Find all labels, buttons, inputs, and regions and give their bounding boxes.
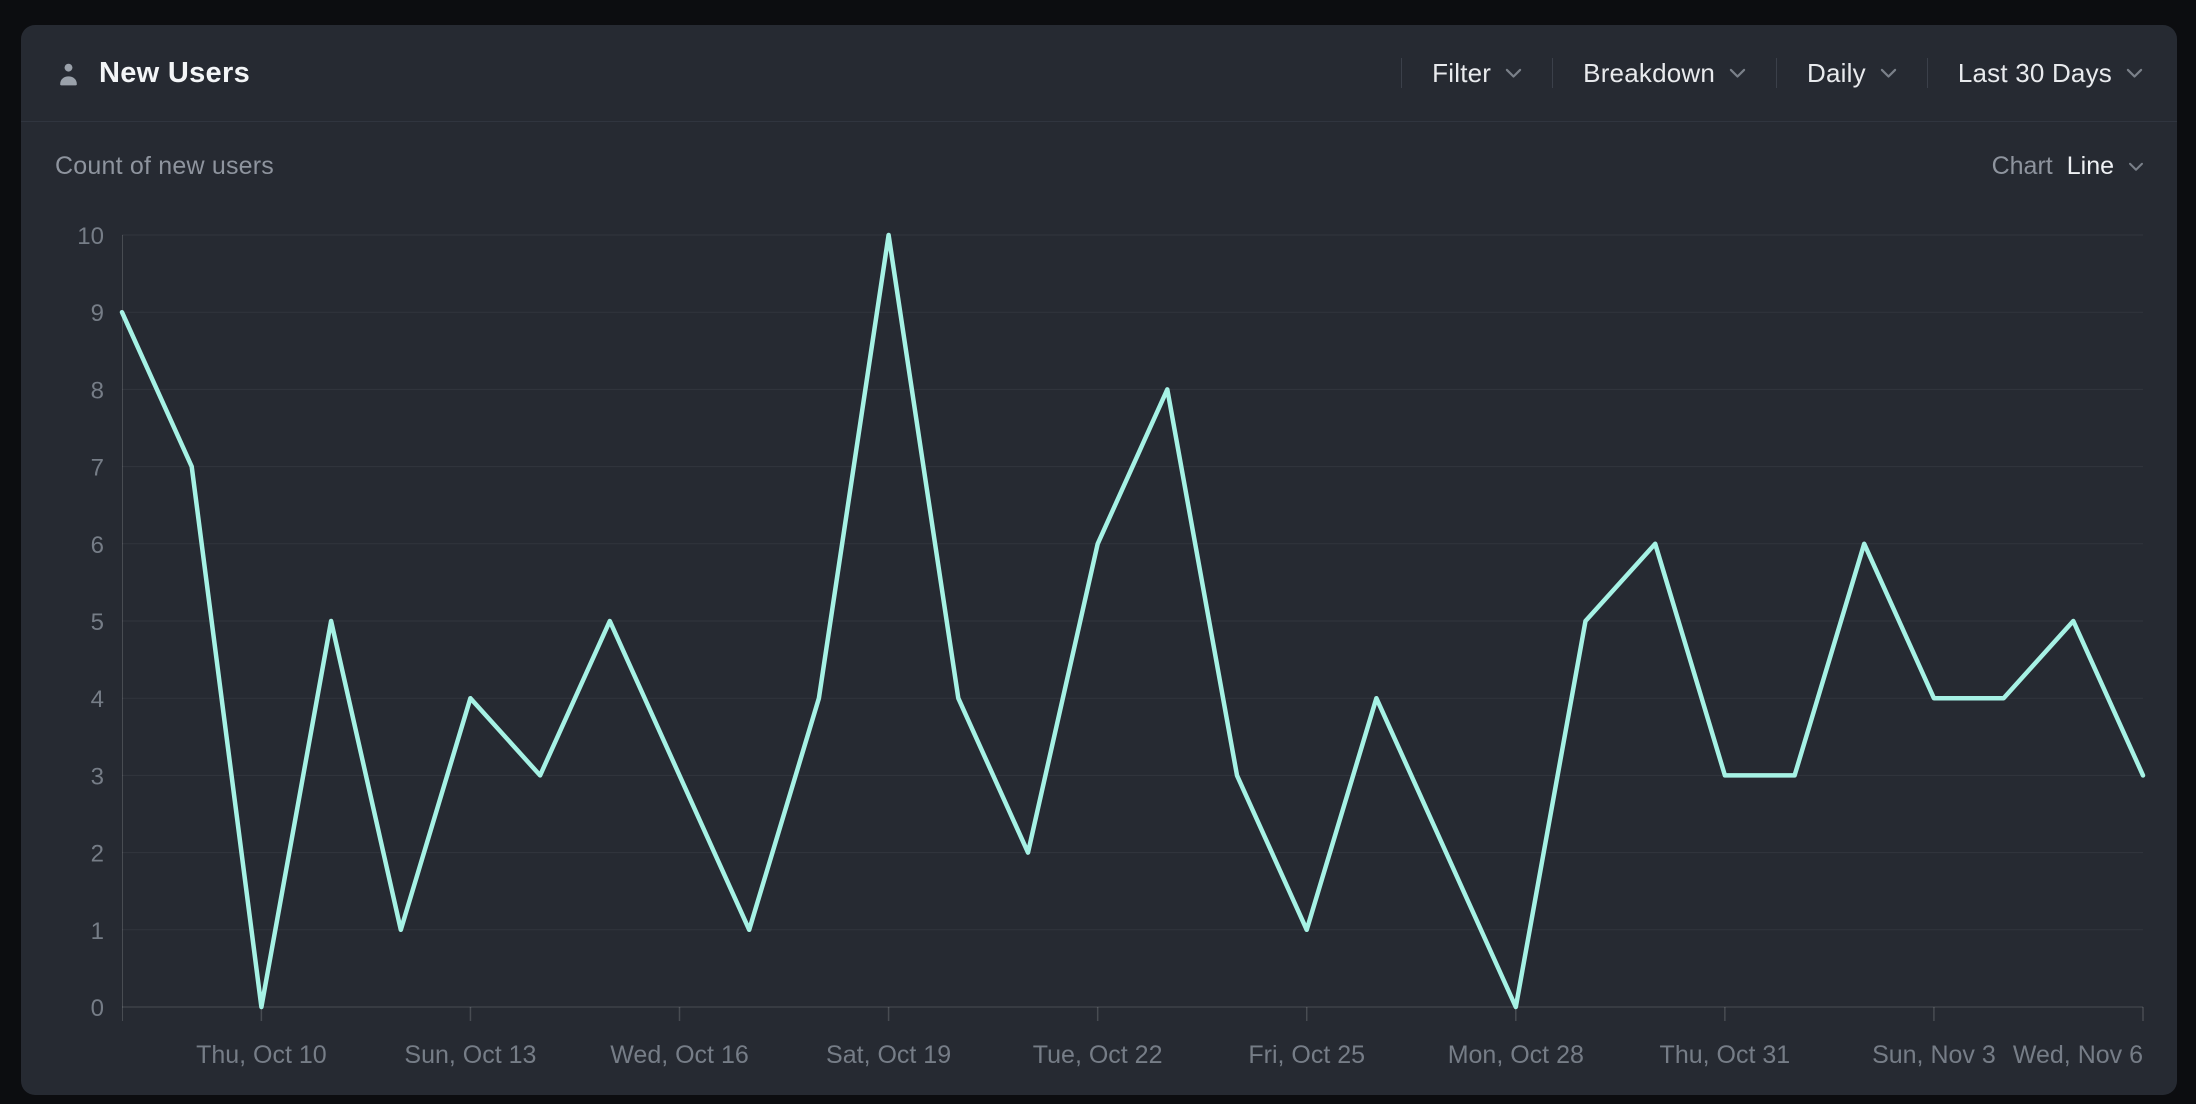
widget-title-group: New Users bbox=[55, 57, 250, 90]
y-axis-label: 2 bbox=[91, 841, 104, 868]
widget-header: New Users Filter Breakdown Daily bbox=[21, 25, 2177, 122]
x-axis-label: Thu, Oct 31 bbox=[1660, 1041, 1791, 1069]
breakdown-dropdown[interactable]: Breakdown bbox=[1553, 25, 1776, 121]
metric-label: Count of new users bbox=[55, 152, 274, 180]
y-axis-label: 4 bbox=[91, 686, 104, 713]
date-range-dropdown-label: Last 30 Days bbox=[1957, 57, 2112, 88]
y-axis-label: 1 bbox=[91, 918, 104, 945]
chevron-down-icon bbox=[2128, 162, 2144, 172]
y-axis-label: 5 bbox=[91, 609, 104, 636]
x-axis-label: Wed, Oct 16 bbox=[610, 1041, 749, 1069]
y-axis-label: 0 bbox=[91, 995, 104, 1022]
line-chart: 0 1 2 3 4 5 6 7 8 9 10 Thu, Oct 10 Sun, Oct 13 Wed, O… bbox=[77, 223, 2146, 1069]
granularity-dropdown[interactable]: Daily bbox=[1777, 25, 1927, 121]
x-axis-label: Tue, Oct 22 bbox=[1033, 1041, 1163, 1069]
x-axis-label: Thu, Oct 10 bbox=[196, 1041, 327, 1069]
x-axis-label: Sat, Oct 19 bbox=[826, 1041, 951, 1069]
x-axis-label: Fri, Oct 25 bbox=[1248, 1041, 1365, 1069]
x-axis-label: Wed, Nov 6 bbox=[2013, 1041, 2143, 1069]
x-axis-label: Sun, Nov 3 bbox=[1872, 1041, 1996, 1069]
y-axis-label: 9 bbox=[91, 300, 104, 327]
filter-dropdown-label: Filter bbox=[1432, 57, 1492, 88]
chart-type-dropdown[interactable]: Chart Line bbox=[1992, 152, 2144, 181]
line-series bbox=[119, 232, 2146, 1010]
chevron-down-icon bbox=[1880, 68, 1897, 79]
y-axis-label: 7 bbox=[91, 455, 104, 482]
granularity-dropdown-label: Daily bbox=[1807, 57, 1866, 88]
x-axis-label: Mon, Oct 28 bbox=[1448, 1041, 1584, 1069]
filter-dropdown[interactable]: Filter bbox=[1402, 25, 1552, 121]
toolbar-divider bbox=[1776, 58, 1778, 88]
y-axis-label: 10 bbox=[77, 223, 104, 250]
chevron-down-icon bbox=[1729, 68, 1746, 79]
page-title: New Users bbox=[99, 56, 250, 89]
chevron-down-icon bbox=[1505, 68, 1522, 79]
y-axis-label: 8 bbox=[91, 377, 104, 404]
y-axis-label: 6 bbox=[91, 532, 104, 559]
toolbar-divider bbox=[1926, 58, 1928, 88]
toolbar-divider bbox=[1401, 58, 1403, 88]
chart-type-label: Chart bbox=[1991, 152, 2053, 180]
x-axis-label: Sun, Oct 13 bbox=[404, 1041, 536, 1069]
user-icon bbox=[55, 60, 82, 87]
chart-subheader: Count of new users Chart Line bbox=[21, 122, 2177, 181]
new-users-widget: New Users Filter Breakdown Daily bbox=[21, 25, 2177, 1095]
breakdown-dropdown-label: Breakdown bbox=[1583, 57, 1716, 88]
widget-toolbar: Filter Breakdown Daily Las bbox=[1401, 25, 2173, 121]
date-range-dropdown[interactable]: Last 30 Days bbox=[1928, 25, 2173, 121]
y-axis-label: 3 bbox=[91, 763, 104, 790]
toolbar-divider bbox=[1552, 58, 1554, 88]
chevron-down-icon bbox=[2126, 68, 2143, 79]
chart-type-value: Line bbox=[2066, 152, 2114, 180]
